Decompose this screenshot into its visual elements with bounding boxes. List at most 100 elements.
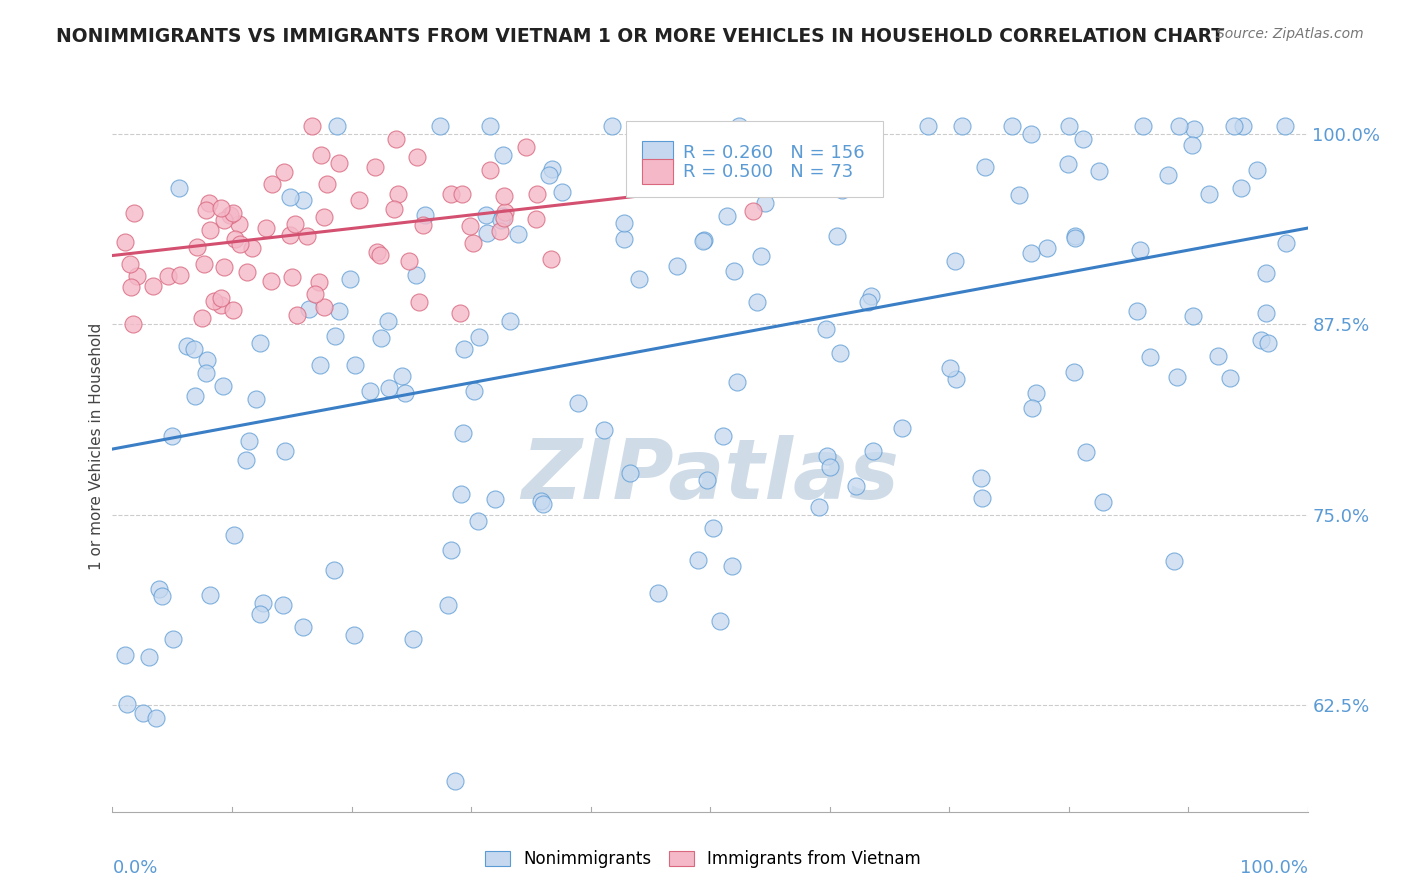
Point (222, 528, 245, 542)
Point (711, 429, 734, 443)
Point (252, 596, 274, 610)
Point (815, 449, 838, 463)
Point (1181, 137, 1204, 152)
Point (1063, 231, 1085, 245)
Point (1025, 386, 1047, 401)
Point (529, 493, 551, 508)
Point (1246, 162, 1268, 177)
Point (772, 145, 794, 160)
Point (295, 229, 318, 244)
Point (245, 392, 267, 407)
Point (378, 381, 401, 395)
Point (377, 314, 399, 328)
Point (479, 119, 502, 133)
Point (1076, 445, 1098, 459)
Point (440, 542, 463, 557)
Point (567, 396, 589, 410)
Point (138, 649, 160, 664)
Point (304, 287, 326, 301)
Point (160, 429, 183, 443)
Point (814, 322, 837, 336)
Point (484, 492, 506, 507)
Point (467, 515, 489, 529)
Point (945, 372, 967, 386)
Point (314, 211, 336, 225)
Point (619, 466, 641, 480)
Point (628, 272, 651, 286)
Point (212, 379, 235, 393)
Point (825, 228, 848, 243)
Point (218, 208, 240, 222)
Point (1064, 228, 1087, 243)
Point (862, 444, 884, 458)
Point (413, 208, 436, 222)
Point (524, 212, 547, 227)
Point (209, 297, 232, 311)
Point (309, 359, 332, 373)
Point (970, 491, 993, 506)
Point (298, 302, 321, 317)
Point (284, 217, 307, 231)
Point (808, 500, 831, 514)
Point (120, 257, 142, 271)
Point (666, 260, 689, 274)
Point (132, 706, 155, 721)
Point (461, 235, 484, 250)
Point (602, 119, 624, 133)
Point (828, 346, 851, 360)
Point (326, 119, 349, 133)
Point (308, 276, 330, 290)
FancyBboxPatch shape (643, 141, 673, 166)
Point (613, 232, 636, 246)
Point (238, 434, 260, 449)
Point (681, 140, 703, 154)
Point (1232, 119, 1254, 133)
Point (444, 774, 467, 789)
Point (1092, 495, 1115, 509)
Point (831, 183, 853, 197)
Y-axis label: 1 or more Vehicles in Household: 1 or more Vehicles in Household (89, 322, 104, 570)
Point (950, 119, 973, 133)
Point (725, 375, 748, 389)
Point (1129, 244, 1152, 258)
Point (325, 328, 347, 343)
Point (741, 204, 763, 219)
Point (240, 241, 263, 255)
Point (405, 268, 427, 282)
Point (200, 223, 222, 237)
Point (398, 254, 420, 268)
Point (1007, 187, 1029, 202)
Point (478, 163, 501, 178)
Point (943, 253, 966, 268)
Point (212, 213, 235, 227)
Point (328, 156, 350, 170)
Point (285, 309, 308, 323)
Point (550, 185, 572, 199)
Point (754, 196, 776, 211)
Point (194, 203, 217, 218)
Point (1001, 119, 1024, 133)
Point (723, 264, 745, 278)
Point (114, 235, 136, 250)
Point (316, 178, 339, 192)
Point (1019, 245, 1042, 260)
Point (440, 187, 463, 202)
Point (229, 237, 252, 252)
Point (492, 209, 515, 223)
Point (1257, 336, 1279, 351)
Point (1163, 554, 1185, 568)
Point (1157, 169, 1180, 183)
Point (1019, 127, 1042, 141)
Point (274, 444, 297, 458)
Point (236, 265, 259, 279)
Point (406, 150, 429, 164)
Point (492, 148, 515, 162)
Point (1208, 349, 1230, 363)
Point (385, 132, 408, 146)
Point (198, 196, 221, 211)
Point (391, 368, 413, 383)
Point (541, 161, 564, 176)
Point (709, 614, 731, 628)
Point (1166, 369, 1188, 384)
Point (540, 252, 562, 266)
